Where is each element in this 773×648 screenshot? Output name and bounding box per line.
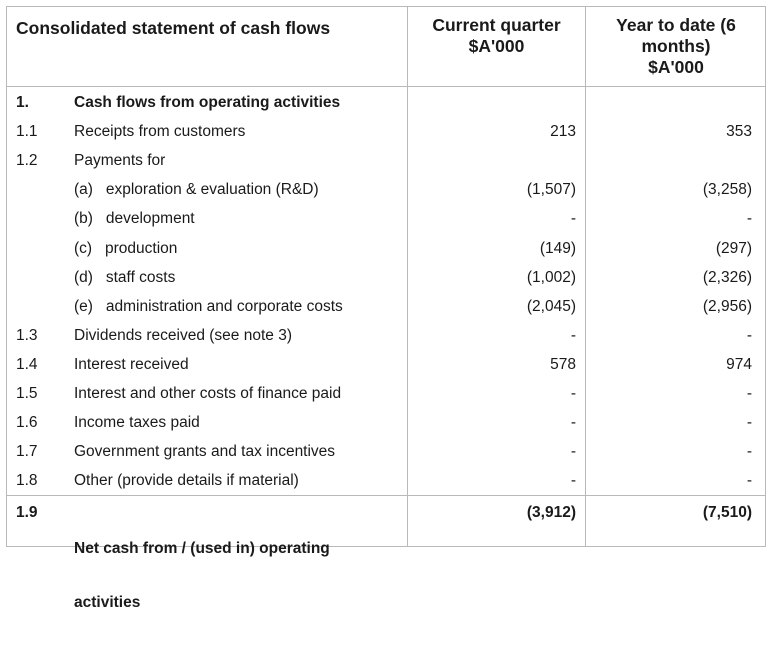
row-description: (b) development [74,210,195,228]
header-line: Year to date (6 [616,15,736,35]
row-number: 1.5 [16,385,38,402]
current-quarter-header: Current quarter $A'000 [408,15,585,57]
current-quarter-value: 213 [550,123,576,141]
current-quarter-value: - [570,210,576,228]
table-row: 1. Cash flows from operating activities [0,88,773,117]
year-to-date-value: - [746,326,752,344]
row-description: Government grants and tax incentives [74,443,336,461]
row-description: Interest received [74,355,189,373]
row-description: Other (provide details if material) [74,472,299,490]
row-number: 1.7 [16,443,38,461]
row-description: (e) administration and corporate costs [74,297,343,315]
row-description: Receipts from customers [74,123,246,141]
row-number: 1.6 [16,414,38,432]
table-row: 1.7 Government grants and tax incentives -… [0,437,773,466]
row-number: 1.1 [16,123,38,141]
year-to-date-value: (297) [715,239,752,257]
table-row: 1.5 Interest and other costs of finance p… [0,379,773,408]
header-line: $A'000 [468,36,525,56]
year-to-date-value: 974 [726,355,752,373]
table-row: 1.8 Other (provide details if material) - - [0,466,773,495]
current-quarter-value: (3,912) [526,504,576,521]
year-to-date-value: (2,956) [702,297,752,315]
row-number: 1.9 [16,504,38,521]
total-row: 1.9 Net cash from / (used in) operating … [0,497,773,611]
row-description: (c) production [74,239,178,257]
table-title: Consolidated statement of cash flows [16,18,331,38]
table-row: 1.3 Dividends received (see note 3) - - [0,321,773,350]
row-description: Dividends received (see note 3) [74,326,292,344]
current-quarter-value: - [570,472,576,490]
row-description: Payments for [74,152,166,170]
header-line: months) [641,36,711,56]
divider [6,495,766,496]
table-row: (e) administration and corporate costs (2… [0,292,773,321]
header-line: $A'000 [648,57,704,77]
row-number: 1.4 [16,355,38,373]
year-to-date-value: - [746,385,752,402]
year-to-date-header: Year to date (6 months) $A'000 [586,15,766,78]
table-row: (a) exploration & evaluation (R&D) (1,507… [0,175,773,204]
table-row: 1.2 Payments for [0,146,773,175]
year-to-date-value: (7,510) [702,504,752,521]
row-number: 1.8 [16,472,38,490]
current-quarter-value: (2,045) [526,297,576,315]
desc-line: activities [74,594,141,611]
divider [6,86,766,87]
row-number: 1. [16,94,29,111]
table-row: 1.1 Receipts from customers 213 353 [0,117,773,146]
row-description: Income taxes paid [74,414,200,432]
row-description: Interest and other costs of finance paid [74,385,342,402]
table-row: (c) production (149) (297) [0,234,773,263]
current-quarter-value: - [570,443,576,461]
divider [585,6,586,547]
year-to-date-value: - [746,414,752,432]
year-to-date-value: - [746,472,752,490]
current-quarter-value: - [570,414,576,432]
current-quarter-value: (1,002) [526,268,576,286]
current-quarter-value: (149) [539,239,576,257]
row-description: Cash flows from operating activities [74,94,341,111]
table-row: 1.4 Interest received 578 974 [0,350,773,379]
current-quarter-value: - [570,385,576,402]
desc-line: Net cash from / (used in) operating [74,540,330,557]
divider [407,6,408,547]
row-description: (a) exploration & evaluation (R&D) [74,181,319,199]
current-quarter-value: (1,507) [526,181,576,199]
current-quarter-value: 578 [550,355,576,373]
header-line: Current quarter [432,15,561,35]
year-to-date-value: (2,326) [702,268,752,286]
row-number: 1.3 [16,326,38,344]
current-quarter-value: - [570,326,576,344]
year-to-date-value: 353 [726,123,752,141]
table-row: 1.6 Income taxes paid - - [0,408,773,437]
table-row: (b) development - - [0,204,773,233]
row-description: Net cash from / (used in) operating acti… [74,504,330,648]
year-to-date-value: - [746,443,752,461]
year-to-date-value: - [746,210,752,228]
table-row: (d) staff costs (1,002) (2,326) [0,263,773,292]
year-to-date-value: (3,258) [702,181,752,199]
row-description: (d) staff costs [74,268,176,286]
row-number: 1.2 [16,152,38,170]
cash-flow-table [6,6,766,547]
